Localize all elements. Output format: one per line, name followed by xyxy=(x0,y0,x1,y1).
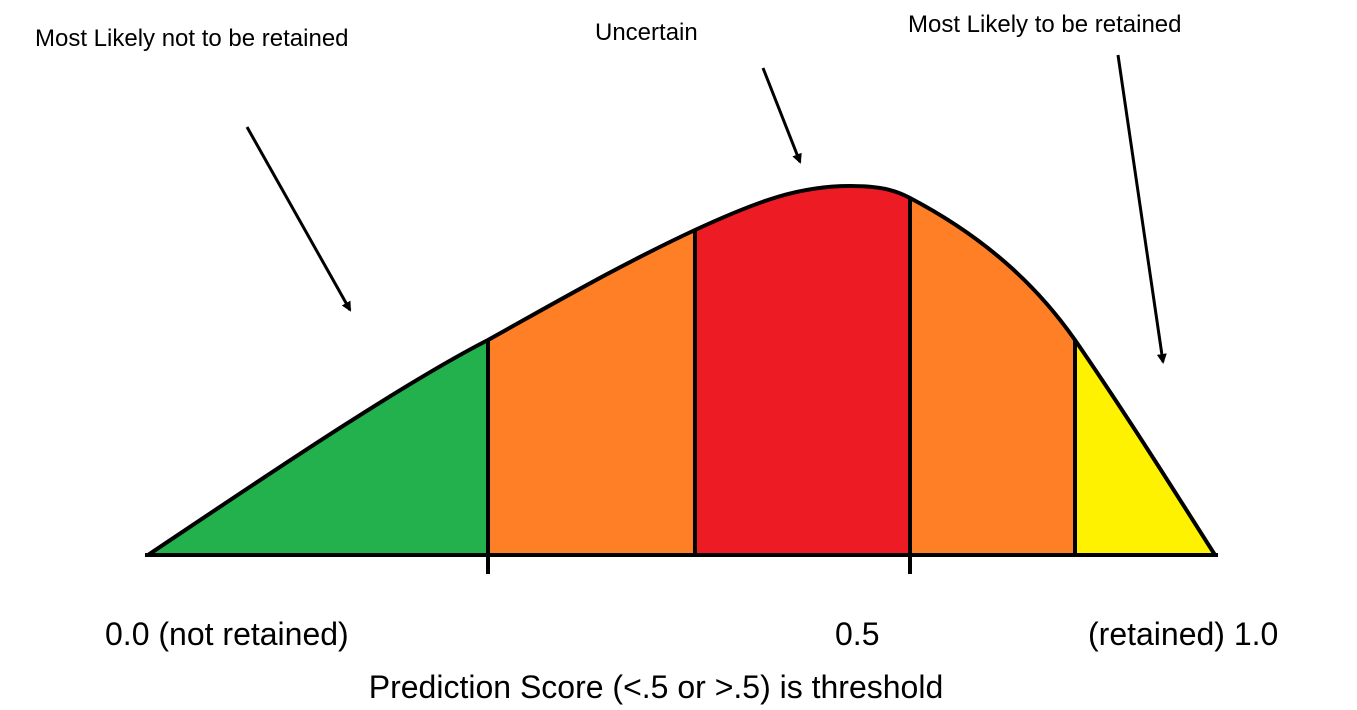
arrow xyxy=(245,126,352,312)
region-green xyxy=(148,186,488,555)
region-orange-left xyxy=(488,186,695,555)
axis-title: Prediction Score (<.5 or >.5) is thresho… xyxy=(369,669,944,705)
region-yellow xyxy=(1075,186,1215,555)
axis-label: (retained) 1.0 xyxy=(1088,616,1278,652)
regions xyxy=(148,186,1215,555)
annotation: Most Likely not to be retained xyxy=(35,25,349,52)
arrows xyxy=(245,54,1167,364)
arrow xyxy=(1116,54,1167,364)
axis-label: 0.5 xyxy=(835,616,879,652)
curve xyxy=(146,183,1217,557)
dividers xyxy=(145,198,1218,574)
annotation: Uncertain xyxy=(595,19,698,46)
region-red xyxy=(695,186,910,555)
axis-label: 0.0 (not retained) xyxy=(105,616,349,652)
annotation: Most Likely to be retained xyxy=(908,11,1181,38)
arrow xyxy=(761,67,802,164)
